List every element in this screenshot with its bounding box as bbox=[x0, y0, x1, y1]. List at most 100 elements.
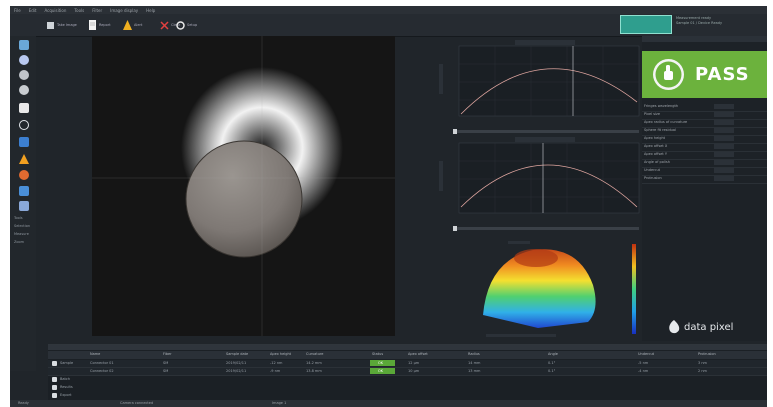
menu-bar: File Edit Acquisition Tools Filter Image… bbox=[10, 6, 767, 14]
result-label: Protrusion bbox=[644, 176, 662, 180]
col-protrusion[interactable]: Protrusion bbox=[698, 352, 716, 356]
col-fiber[interactable]: Fiber bbox=[163, 352, 172, 356]
cell-date: 2019/02/11 bbox=[226, 369, 247, 373]
result-value bbox=[714, 176, 734, 181]
cell-curvature: 14.2 mm bbox=[306, 361, 322, 365]
interferogram-viewer[interactable] bbox=[92, 36, 395, 336]
menu-item-filter[interactable]: Filter bbox=[92, 7, 103, 13]
menu-item-file[interactable]: File bbox=[14, 7, 21, 13]
report-button[interactable]: Report bbox=[88, 17, 111, 33]
col-apex-height[interactable]: Apex height bbox=[270, 352, 292, 356]
result-value bbox=[714, 152, 734, 157]
document-icon bbox=[88, 19, 97, 31]
take-image-label: Take Image bbox=[57, 23, 77, 27]
status-image: Image 1 bbox=[272, 401, 287, 405]
report-label: Report bbox=[99, 23, 111, 27]
profile-chart-y bbox=[435, 137, 640, 232]
cell-status: OK bbox=[378, 361, 384, 365]
result-value bbox=[714, 160, 734, 165]
result-row: Apex offset X bbox=[642, 143, 767, 152]
menu-item-help[interactable]: Help bbox=[146, 7, 156, 13]
tree-item-batch[interactable]: Batch bbox=[48, 376, 88, 383]
menu-item-tools[interactable]: Tools bbox=[74, 7, 85, 13]
ferrule-apex-region bbox=[185, 140, 303, 258]
alert-label: Alert bbox=[134, 23, 143, 27]
status-ok-badge: OK bbox=[370, 368, 395, 374]
cell-undercut: -4 nm bbox=[638, 369, 649, 373]
circle-select-icon[interactable] bbox=[19, 55, 29, 65]
triangle-warning-icon[interactable] bbox=[19, 154, 29, 164]
clear-button[interactable]: Clear bbox=[160, 17, 180, 33]
left-margin bbox=[0, 0, 10, 407]
menu-item-edit[interactable]: Edit bbox=[28, 7, 37, 13]
save-icon[interactable] bbox=[19, 201, 29, 211]
results-table-panel: Name Fiber Sample date Apex height Curva… bbox=[48, 344, 767, 401]
acquisition-status: Measurement ready Sample 01 / Device Rea… bbox=[676, 16, 722, 26]
take-image-button[interactable]: Take Image bbox=[46, 17, 77, 33]
data-pixel-logo-icon bbox=[669, 320, 680, 334]
result-row: Apex offset Y bbox=[642, 151, 767, 160]
page-icon[interactable] bbox=[19, 103, 29, 113]
cell-radius: 13 mm bbox=[468, 369, 481, 373]
table-row[interactable]: Connector 02 SM 2019/02/11 -9 nm 13.8 mm… bbox=[48, 368, 767, 376]
status-camera: Camera connected bbox=[120, 401, 154, 405]
image-icon[interactable] bbox=[19, 40, 29, 50]
menu-item-image-display[interactable]: Image display bbox=[110, 7, 139, 13]
profile-curve-x bbox=[460, 68, 638, 115]
result-label: Undercut bbox=[644, 168, 661, 172]
table-row[interactable]: Connector 01 SM 2019/02/11 -12 nm 14.2 m… bbox=[48, 360, 767, 368]
pass-indicator-button[interactable] bbox=[620, 15, 672, 34]
cross-icon bbox=[160, 20, 169, 31]
tree-item-sample[interactable]: Sample bbox=[48, 360, 88, 367]
profile-charts-panel bbox=[435, 36, 640, 341]
col-undercut[interactable]: Undercut bbox=[638, 352, 655, 356]
palette-icon[interactable] bbox=[19, 170, 29, 180]
col-curvature[interactable]: Curvature bbox=[306, 352, 324, 356]
tree-item-export[interactable]: Export bbox=[48, 392, 88, 399]
profile-slider-y[interactable] bbox=[453, 226, 639, 231]
col-status[interactable]: Status bbox=[372, 352, 384, 356]
result-row: Undercut bbox=[642, 167, 767, 176]
alert-button[interactable]: Alert bbox=[123, 17, 142, 33]
tree-item-results[interactable]: Results bbox=[48, 384, 88, 391]
tree-item-label: Sample bbox=[60, 361, 74, 365]
disc-icon[interactable] bbox=[19, 85, 29, 95]
cell-angle: 0.1° bbox=[548, 361, 556, 365]
col-apex-offset[interactable]: Apex offset bbox=[408, 352, 428, 356]
results-panel-header bbox=[642, 36, 767, 42]
cell-name: Connector 02 bbox=[90, 369, 114, 373]
tree-node-icon bbox=[52, 385, 57, 390]
tree-item-label: Batch bbox=[60, 377, 71, 381]
col-sample-date[interactable]: Sample date bbox=[226, 352, 249, 356]
cell-protrusion: 3 nm bbox=[698, 361, 707, 365]
cell-curvature: 13.8 mm bbox=[306, 369, 322, 373]
chart-icon[interactable] bbox=[19, 137, 29, 147]
thumbs-up-icon bbox=[653, 59, 684, 90]
cell-apex-offset: 10 µm bbox=[408, 369, 420, 373]
col-angle[interactable]: Angle bbox=[548, 352, 558, 356]
status-title: Measurement ready bbox=[676, 16, 712, 20]
col-name[interactable]: Name bbox=[90, 352, 101, 356]
surface-3d-view[interactable] bbox=[478, 240, 638, 340]
cell-fiber: SM bbox=[163, 361, 169, 365]
clear-label: Clear bbox=[171, 23, 181, 27]
setup-button[interactable]: Setup bbox=[176, 17, 197, 33]
export-icon[interactable] bbox=[19, 186, 29, 196]
sphere-icon[interactable] bbox=[19, 70, 29, 80]
result-label: Pixel size bbox=[644, 112, 660, 116]
result-value bbox=[714, 128, 734, 133]
left-tool-label-tools: Tools bbox=[14, 216, 23, 220]
slider-thumb[interactable] bbox=[453, 226, 457, 231]
profile-slider-x[interactable] bbox=[453, 129, 639, 134]
col-radius[interactable]: Radius bbox=[468, 352, 480, 356]
slider-thumb[interactable] bbox=[453, 129, 457, 134]
cell-name: Connector 01 bbox=[90, 361, 114, 365]
brand-logo: data pixel bbox=[668, 320, 733, 334]
status-bar: Ready Camera connected Image 1 bbox=[10, 400, 767, 407]
refresh-icon[interactable] bbox=[19, 120, 29, 130]
result-label: Apex offset X bbox=[644, 144, 668, 148]
menu-item-acquisition[interactable]: Acquisition bbox=[44, 7, 67, 13]
result-label: Angle of polish bbox=[644, 160, 670, 164]
result-label: Sphere fit residual bbox=[644, 128, 677, 132]
